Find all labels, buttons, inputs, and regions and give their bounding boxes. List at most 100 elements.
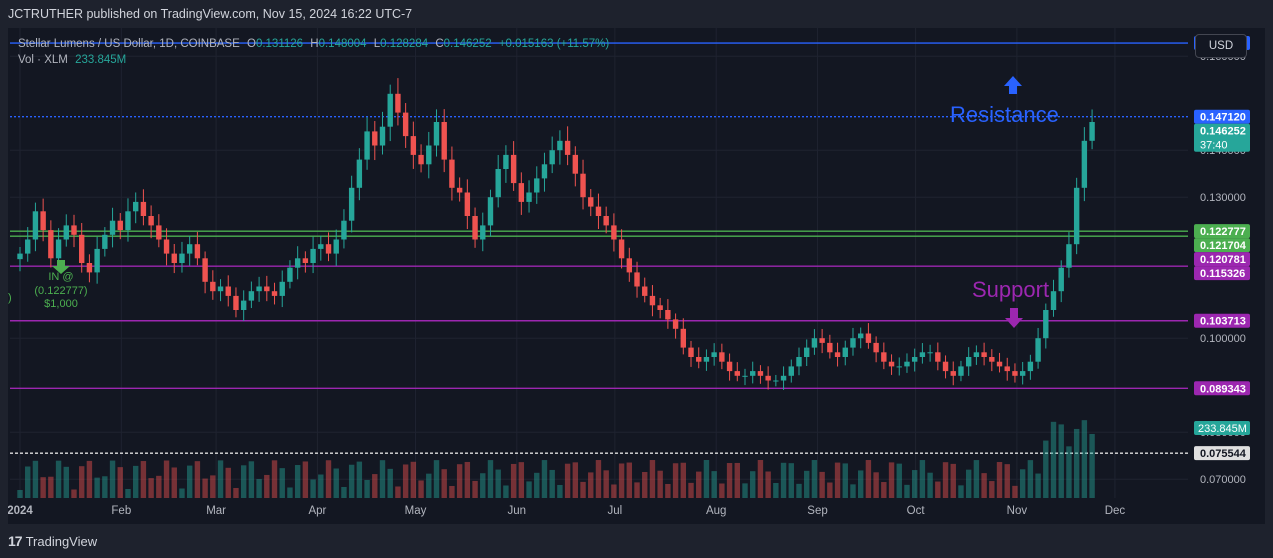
candle-body (163, 239, 170, 254)
volume-bar (79, 466, 85, 498)
volume-bar (495, 469, 501, 498)
candle-body (233, 295, 239, 310)
volume-bar (996, 462, 1003, 498)
volume-bar (726, 463, 733, 498)
candle-body (626, 258, 633, 273)
time-tick-label: Oct (907, 505, 926, 517)
candle-body (418, 154, 424, 165)
candle-body (549, 150, 555, 165)
volume-bar (665, 483, 671, 498)
chart-legend: Stellar Lumens / US Dollar, 1D, COINBASE… (18, 36, 609, 68)
candle-body (518, 183, 525, 202)
volume-bar (842, 463, 848, 498)
volume-bar (518, 462, 525, 498)
candle-body (63, 225, 69, 240)
candle-body (958, 366, 964, 376)
candle-body (202, 258, 208, 282)
price-badge-text: 0.103713 (1200, 316, 1246, 328)
candle-body (557, 140, 563, 151)
volume-bar (279, 468, 285, 498)
candle-body (364, 131, 370, 160)
tradingview-logo[interactable]: 17 TradingView (8, 533, 97, 549)
volume-bar (788, 463, 794, 498)
candle-body (765, 375, 771, 381)
volume-bar (480, 473, 486, 498)
time-tick-label: May (405, 505, 427, 517)
candle-body (834, 352, 841, 357)
volume-bar (503, 485, 509, 498)
entry-label: (0.122777) (34, 285, 87, 297)
volume-bar (171, 467, 177, 498)
candle-body (688, 347, 694, 357)
candle-body (942, 361, 949, 372)
volume-bar (1066, 446, 1072, 498)
symbol-title: Stellar Lumens / US Dollar, 1D, COINBASE (18, 38, 240, 50)
candle-body (927, 352, 933, 354)
entry-label: IN @ (48, 271, 73, 283)
countdown-text: 37:40 (1200, 140, 1228, 152)
volume-bar (132, 465, 139, 498)
volume-bar (109, 460, 116, 498)
candle-body (642, 286, 648, 296)
time-tick-label: Mar (206, 505, 226, 517)
volume-bar (827, 482, 833, 498)
volume-bar (310, 479, 316, 498)
candle-body (387, 93, 393, 127)
volume-bars (17, 420, 1095, 498)
candle-body (1073, 187, 1080, 245)
chart-area[interactable]: Resistance Support IN @ (0.122777) $1,000) 0… (8, 28, 1265, 524)
volume-bar (364, 479, 370, 498)
high-value: 0.148004 (318, 38, 367, 50)
volume-bar (102, 476, 108, 498)
candle-body (217, 286, 224, 292)
volume-bar (140, 461, 147, 498)
volume-bar (418, 480, 424, 498)
price-badge (1194, 446, 1250, 461)
price-tick-label: 0.070000 (1200, 474, 1246, 486)
candle-body (1019, 371, 1026, 376)
volume-bar (850, 484, 856, 498)
volume-bar (541, 460, 548, 498)
volume-bar (896, 463, 902, 498)
volume-bar (487, 460, 494, 498)
volume-bar (233, 487, 239, 498)
candle-body (194, 244, 201, 259)
volume-bar (148, 478, 154, 498)
time-tick-label: Jun (508, 505, 527, 517)
volume-badge-text: 233.845M (1198, 423, 1247, 435)
candle-body (472, 216, 478, 240)
volume-bar (1043, 440, 1049, 498)
candles (17, 78, 1095, 390)
volume-bar (603, 470, 609, 498)
volume-bar (719, 483, 725, 498)
candle-body (148, 216, 154, 226)
time-tick-label: Nov (1007, 505, 1028, 517)
candle-body (487, 197, 494, 226)
candle-body (379, 126, 386, 146)
volume-bar (464, 461, 471, 498)
volume-bar (588, 472, 594, 498)
volume-bar (611, 484, 617, 498)
price-chart[interactable]: Resistance Support IN @ (0.122777)$1,000) 0… (8, 28, 1265, 524)
volume-bar (456, 464, 463, 498)
volume-bar (703, 460, 710, 498)
volume-bar (86, 460, 93, 498)
candle-body (426, 145, 432, 165)
volume-bar (572, 462, 579, 498)
change-value: +0.015163 (+11.57%) (498, 38, 610, 50)
candle-body (1081, 140, 1088, 188)
candle-body (318, 244, 324, 249)
volume-bar (881, 482, 887, 498)
volume-bar (117, 467, 123, 498)
currency-button[interactable]: USD (1195, 34, 1247, 58)
volume-bar (264, 474, 270, 498)
volume-bar (688, 482, 694, 498)
horizontal-lines (10, 28, 1188, 498)
candle-body (989, 357, 995, 362)
volume-bar (1081, 420, 1088, 498)
volume-bar (711, 471, 717, 498)
volume-bar (318, 474, 324, 498)
legend-ohlc-row: Stellar Lumens / US Dollar, 1D, COINBASE… (18, 36, 609, 52)
volume-bar (210, 475, 216, 498)
volume-bar (156, 475, 162, 498)
